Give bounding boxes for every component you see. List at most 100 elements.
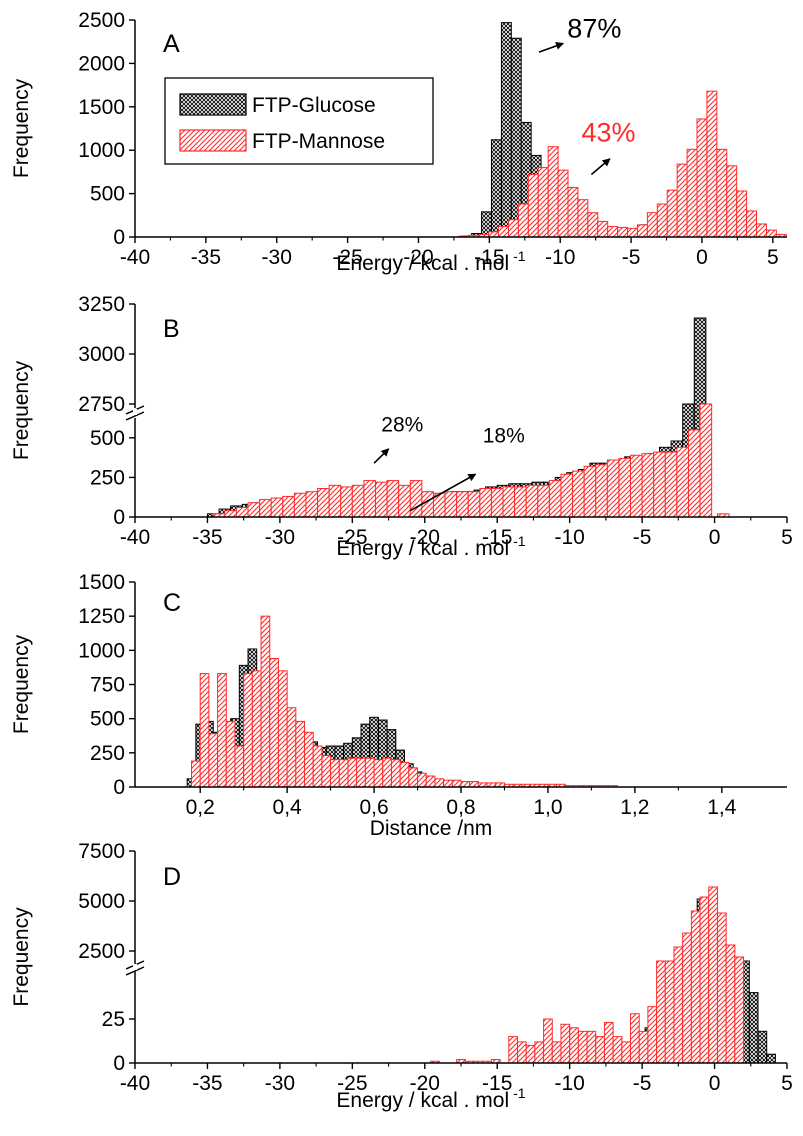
- bar: [699, 896, 710, 1064]
- bar: [270, 497, 284, 518]
- x-axis-label-superscript: -1: [513, 533, 526, 549]
- bar: [408, 767, 419, 788]
- bar: [641, 453, 655, 518]
- x-tick-label: 0,4: [273, 796, 303, 819]
- bar: [498, 226, 509, 238]
- bar: [321, 755, 332, 788]
- bar: [525, 1044, 536, 1064]
- y-tick-label: 2000: [78, 52, 125, 75]
- bar: [716, 912, 727, 1064]
- bar: [686, 148, 698, 238]
- x-axis-label: Energy / kcal . mol -1: [336, 1085, 525, 1112]
- y-tick-label: 1500: [78, 571, 125, 594]
- y-tick-label: 7500: [78, 840, 125, 863]
- series-mannose-b: [212, 403, 730, 518]
- bar: [260, 615, 271, 788]
- axis-break-gap: [133, 409, 137, 415]
- bar: [425, 775, 436, 788]
- bar: [390, 759, 401, 788]
- bar: [224, 510, 237, 518]
- bar: [647, 1006, 658, 1064]
- series-mannose-a: [458, 90, 787, 238]
- bar: [235, 507, 249, 518]
- bar: [548, 480, 562, 518]
- y-tick-label: 500: [90, 708, 125, 731]
- x-tick-label: 1,0: [533, 796, 562, 819]
- legend: FTP-Glucose FTP-Mannose: [164, 77, 434, 165]
- bar: [443, 779, 453, 788]
- bar: [586, 1030, 597, 1064]
- y-tick-label: 500: [90, 427, 125, 450]
- bar: [317, 488, 330, 518]
- bar: [199, 673, 210, 788]
- x-tick-label: -25: [337, 526, 367, 549]
- bar: [708, 886, 718, 1064]
- bar: [490, 488, 504, 518]
- x-tick-label: -40: [120, 526, 150, 549]
- bar: [676, 163, 688, 238]
- bar: [514, 486, 527, 518]
- y-tick-label: 3000: [78, 343, 125, 366]
- bar: [375, 481, 388, 518]
- x-tick-label: -10: [554, 1072, 584, 1095]
- bar: [269, 658, 279, 788]
- x-axis-label: Energy / kcal . mol -1: [336, 533, 525, 560]
- bar: [664, 451, 678, 518]
- bar: [690, 910, 701, 1064]
- bar: [460, 781, 471, 788]
- x-axis-label-superscript: -1: [513, 248, 526, 264]
- bar: [469, 781, 479, 788]
- bar: [507, 219, 519, 238]
- annotation-arrow: [409, 473, 477, 512]
- panel-a: -40 -35 -30 -25 -20 -15 -10 -5 0 5 0 500 1000 1500 200…: [10, 9, 787, 275]
- x-axis-label: Energy / kcal . mol -1: [336, 248, 525, 275]
- y-axis-label: Frequency: [10, 78, 33, 178]
- bar: [217, 673, 227, 788]
- y-tick-label: 1000: [78, 639, 125, 662]
- y-tick-label: 500: [90, 183, 125, 206]
- x-tick-label: -35: [191, 246, 221, 269]
- bar: [630, 454, 643, 518]
- bar: [525, 484, 539, 518]
- bar: [560, 1023, 571, 1064]
- bar: [699, 403, 713, 518]
- bar: [653, 451, 666, 518]
- bar: [527, 174, 539, 238]
- bar: [673, 946, 684, 1064]
- bar: [247, 502, 261, 518]
- annotation-label: 28%: [381, 414, 423, 437]
- annotation-label: 43%: [581, 118, 635, 148]
- bar: [421, 491, 434, 518]
- x-tick-label: -40: [120, 1072, 150, 1095]
- y-tick-label: 2750: [78, 393, 125, 416]
- bar: [567, 187, 579, 238]
- x-tick-label: -20: [410, 526, 440, 549]
- bar: [537, 484, 550, 518]
- y-tick-label: 0: [113, 776, 125, 799]
- x-tick-label: -15: [482, 1072, 512, 1095]
- bar: [557, 169, 569, 238]
- bar: [569, 1027, 579, 1064]
- bar: [295, 720, 306, 788]
- bar: [338, 759, 349, 788]
- x-tick-label: 5: [767, 246, 779, 269]
- legend-swatch-mannose: [179, 129, 247, 152]
- bar: [304, 731, 314, 788]
- bar: [706, 90, 718, 238]
- bar: [757, 1030, 768, 1064]
- bar: [330, 759, 340, 788]
- y-tick-label: 2500: [78, 9, 125, 32]
- x-tick-label: 0,8: [446, 796, 475, 819]
- bar: [364, 757, 375, 788]
- bar: [627, 227, 638, 238]
- panel-letter: D: [163, 863, 181, 891]
- bar: [716, 148, 728, 238]
- bar: [726, 165, 738, 238]
- panel-d: -40 -35 -30 -25 -20 -15 -10 -5 0 5 0 25 2500 5000 7500…: [10, 840, 793, 1112]
- x-tick-label: -10: [554, 526, 584, 549]
- bar: [508, 1036, 518, 1064]
- bar: [666, 189, 678, 238]
- y-axis-label: Frequency: [10, 360, 33, 460]
- bar: [234, 745, 245, 788]
